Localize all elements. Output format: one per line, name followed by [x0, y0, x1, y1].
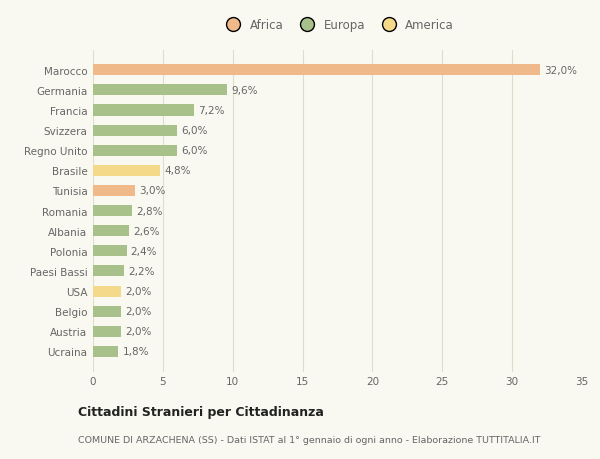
Bar [93, 326, 121, 337]
Bar [93, 246, 127, 257]
Text: 6,0%: 6,0% [181, 146, 208, 156]
Text: COMUNE DI ARZACHENA (SS) - Dati ISTAT al 1° gennaio di ogni anno - Elaborazione : COMUNE DI ARZACHENA (SS) - Dati ISTAT al… [78, 435, 541, 443]
Text: 2,0%: 2,0% [125, 307, 152, 317]
Text: 3,0%: 3,0% [139, 186, 166, 196]
Text: 2,2%: 2,2% [128, 266, 154, 276]
Text: 4,8%: 4,8% [164, 166, 191, 176]
Text: 2,8%: 2,8% [136, 206, 163, 216]
Bar [93, 185, 135, 196]
Text: 7,2%: 7,2% [198, 106, 224, 116]
Bar [93, 125, 177, 136]
Text: 2,0%: 2,0% [125, 286, 152, 297]
Bar [93, 165, 160, 177]
Text: 2,4%: 2,4% [131, 246, 157, 256]
Bar [93, 346, 118, 357]
Text: 1,8%: 1,8% [122, 347, 149, 357]
Bar [93, 206, 132, 217]
Bar [93, 306, 121, 317]
Legend: Africa, Europa, America: Africa, Europa, America [217, 15, 458, 37]
Bar [93, 146, 177, 157]
Bar [93, 226, 130, 237]
Bar [93, 105, 194, 116]
Bar [93, 85, 227, 96]
Text: 6,0%: 6,0% [181, 126, 208, 136]
Bar [93, 266, 124, 277]
Text: 2,6%: 2,6% [134, 226, 160, 236]
Text: 2,0%: 2,0% [125, 327, 152, 336]
Text: 9,6%: 9,6% [232, 86, 258, 95]
Bar [93, 65, 540, 76]
Text: 32,0%: 32,0% [544, 66, 577, 76]
Bar [93, 286, 121, 297]
Text: Cittadini Stranieri per Cittadinanza: Cittadini Stranieri per Cittadinanza [78, 405, 324, 419]
